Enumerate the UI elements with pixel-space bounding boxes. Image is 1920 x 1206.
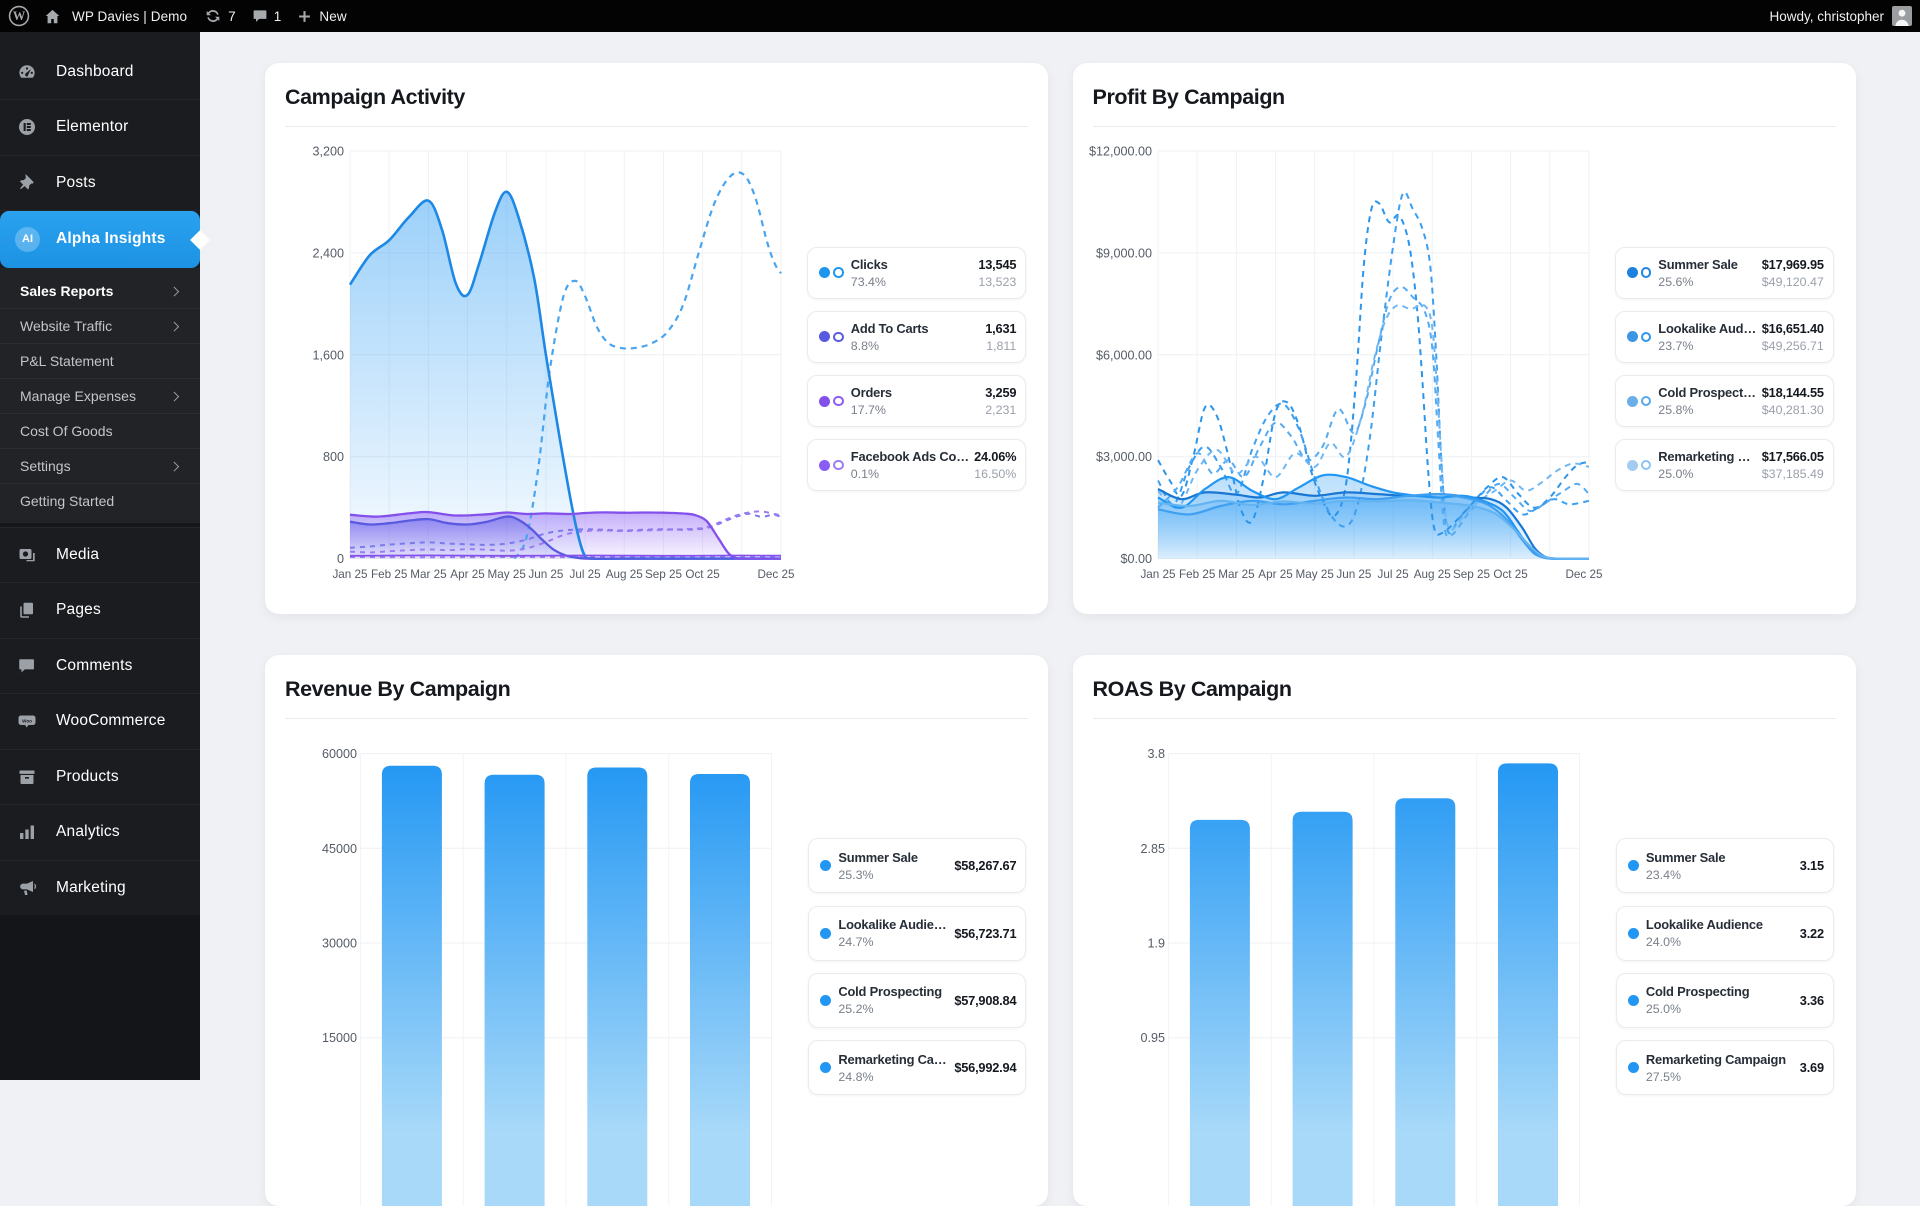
svg-text:3,200: 3,200 <box>312 145 344 159</box>
svg-text:30000: 30000 <box>322 937 357 951</box>
svg-text:Jan 25: Jan 25 <box>332 568 368 581</box>
svg-text:Apr 25: Apr 25 <box>450 568 485 581</box>
svg-text:800: 800 <box>323 450 344 464</box>
svg-text:2.85: 2.85 <box>1140 842 1165 856</box>
svg-text:Feb 25: Feb 25 <box>1179 568 1216 581</box>
svg-text:Oct 25: Oct 25 <box>685 568 720 581</box>
svg-text:$12,000.00: $12,000.00 <box>1088 145 1151 159</box>
svg-text:1,600: 1,600 <box>312 348 344 362</box>
svg-text:Jun 25: Jun 25 <box>1336 568 1372 581</box>
svg-text:May 25: May 25 <box>1295 568 1334 581</box>
svg-text:Mar 25: Mar 25 <box>1218 568 1255 581</box>
svg-text:Jun 25: Jun 25 <box>528 568 564 581</box>
svg-text:Sep 25: Sep 25 <box>1452 568 1490 581</box>
svg-text:Dec 25: Dec 25 <box>1565 568 1603 581</box>
svg-text:15000: 15000 <box>322 1031 357 1045</box>
svg-text:45000: 45000 <box>322 842 357 856</box>
svg-text:Dec 25: Dec 25 <box>757 568 795 581</box>
svg-text:0.95: 0.95 <box>1140 1031 1165 1045</box>
svg-text:Jul 25: Jul 25 <box>569 568 601 581</box>
svg-text:0: 0 <box>337 552 344 566</box>
svg-text:$3,000.00: $3,000.00 <box>1095 450 1151 464</box>
svg-text:Aug 25: Aug 25 <box>1413 568 1451 581</box>
svg-text:$9,000.00: $9,000.00 <box>1095 246 1151 260</box>
svg-text:Jul 25: Jul 25 <box>1377 568 1409 581</box>
svg-text:W: W <box>13 9 26 23</box>
svg-text:Apr 25: Apr 25 <box>1258 568 1293 581</box>
svg-text:$0.00: $0.00 <box>1120 552 1152 566</box>
svg-text:$6,000.00: $6,000.00 <box>1095 348 1151 362</box>
svg-text:May 25: May 25 <box>488 568 527 581</box>
svg-text:Mar 25: Mar 25 <box>410 568 447 581</box>
svg-text:Feb 25: Feb 25 <box>371 568 408 581</box>
svg-text:3.8: 3.8 <box>1147 747 1165 761</box>
svg-text:Woo: Woo <box>22 719 32 724</box>
svg-text:Aug 25: Aug 25 <box>606 568 644 581</box>
svg-text:Sep 25: Sep 25 <box>645 568 683 581</box>
svg-text:Oct 25: Oct 25 <box>1493 568 1528 581</box>
svg-text:Jan 25: Jan 25 <box>1140 568 1176 581</box>
svg-text:2,400: 2,400 <box>312 246 344 260</box>
svg-text:60000: 60000 <box>322 747 357 761</box>
svg-text:1.9: 1.9 <box>1147 937 1165 951</box>
